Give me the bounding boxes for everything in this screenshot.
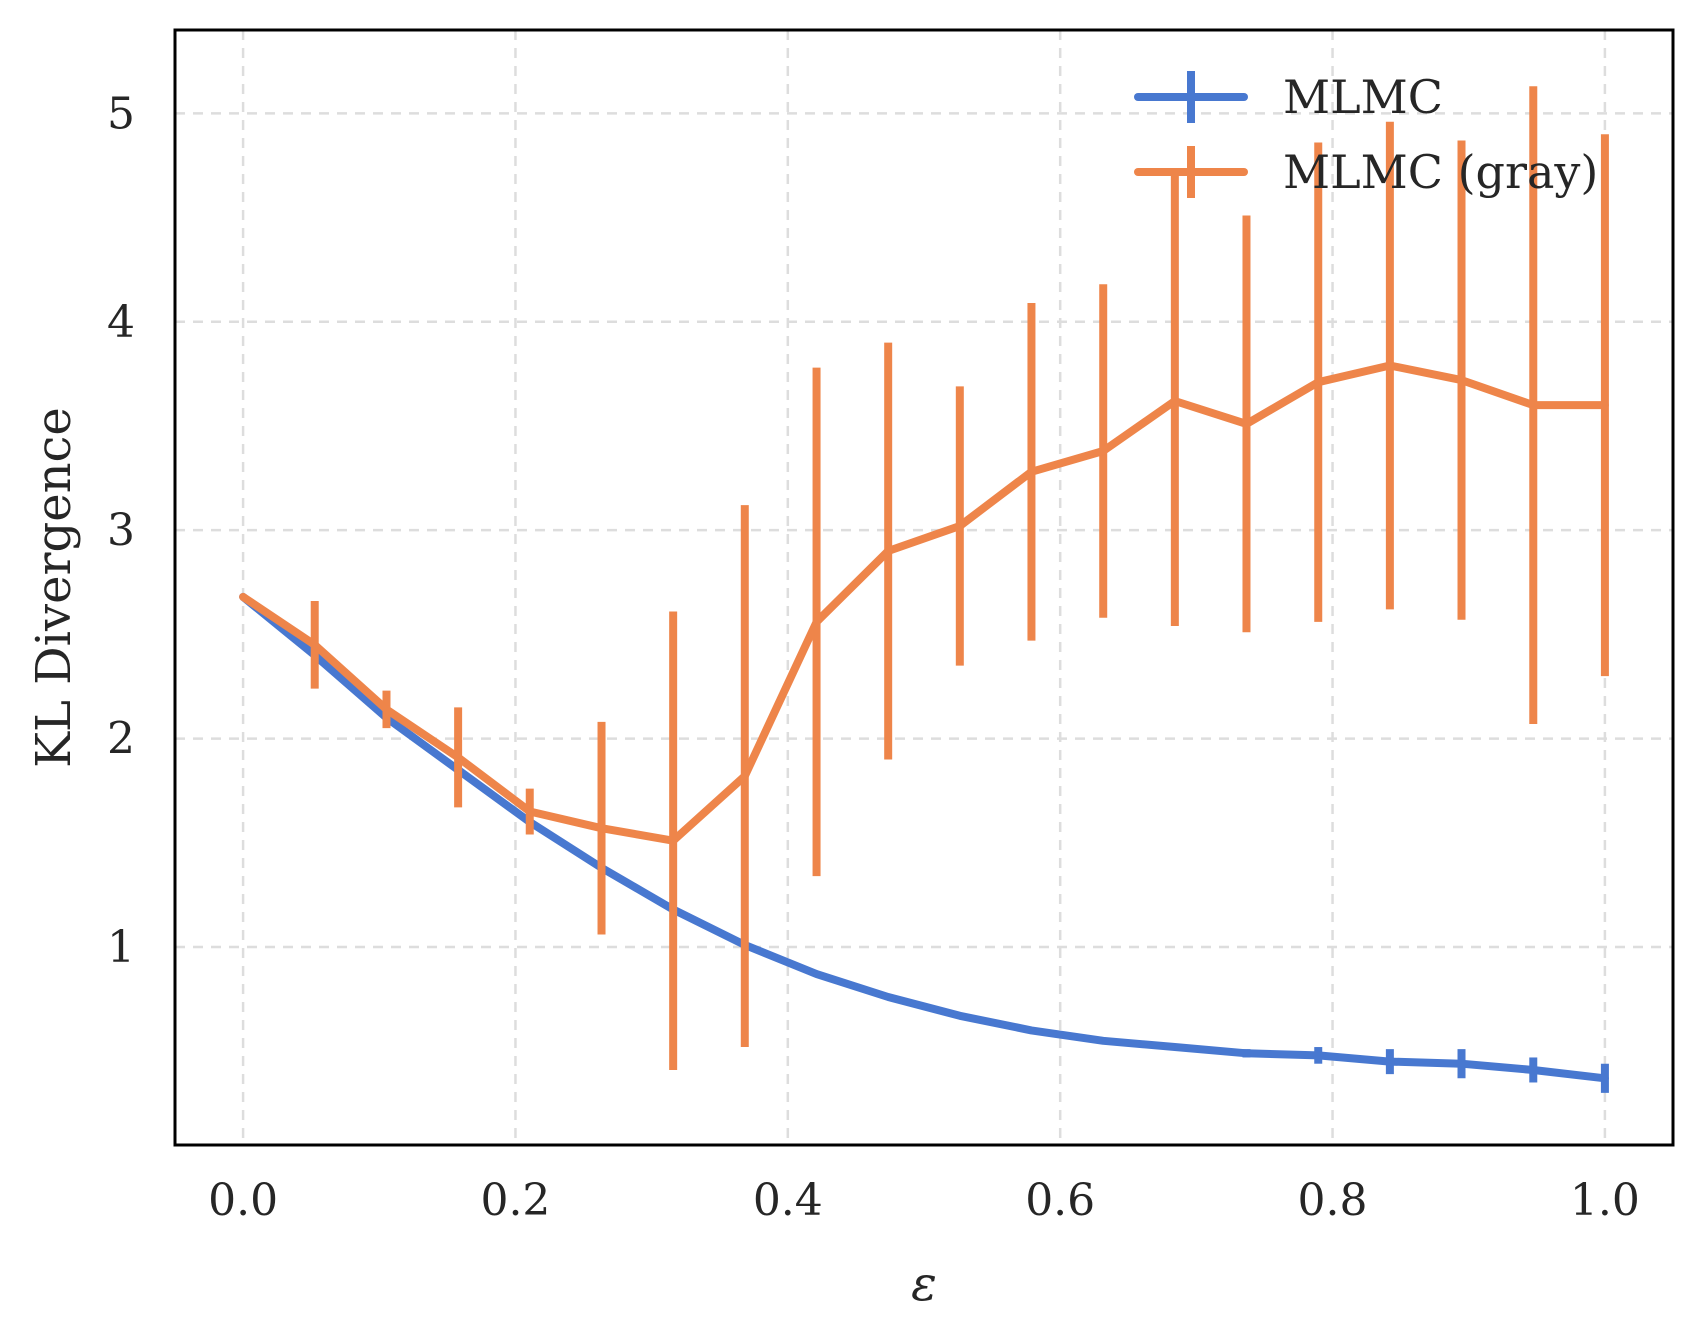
legend-label: MLMC (gray) (1283, 145, 1598, 199)
x-tick-label: 1.0 (1570, 1175, 1640, 1226)
legend-entry: MLMC (1134, 70, 1443, 124)
y-tick-labels: 1 2 3 4 5 (107, 88, 135, 973)
x-tick-labels: 0.0 0.2 0.4 0.6 0.8 1.0 (208, 1175, 1640, 1226)
y-tick-label: 2 (107, 714, 135, 765)
legend: MLMC MLMC (gray) (1134, 70, 1598, 199)
y-tick-label: 4 (107, 297, 135, 348)
y-tick-label: 3 (107, 505, 135, 556)
series-mlmc-gray (239, 86, 1609, 1070)
x-tick-label: 0.4 (753, 1175, 823, 1226)
series-line (239, 361, 1609, 845)
legend-entry: MLMC (gray) (1134, 145, 1598, 199)
x-tick-label: 0.2 (480, 1175, 550, 1226)
x-tick-label: 0.6 (1025, 1175, 1095, 1226)
x-tick-label: 0.8 (1298, 1175, 1368, 1226)
y-tick-label: 1 (107, 922, 135, 973)
y-axis-label: KL Divergence (26, 407, 82, 768)
plot-frame (173, 28, 1675, 1147)
series-mlmc (239, 592, 1609, 1093)
x-axis-label: ε (911, 1256, 937, 1312)
series-layer (239, 86, 1609, 1093)
legend-label: MLMC (1283, 70, 1443, 124)
x-tick-label: 0.0 (208, 1175, 278, 1226)
series-line (239, 592, 1609, 1083)
y-tick-label: 5 (107, 88, 135, 139)
